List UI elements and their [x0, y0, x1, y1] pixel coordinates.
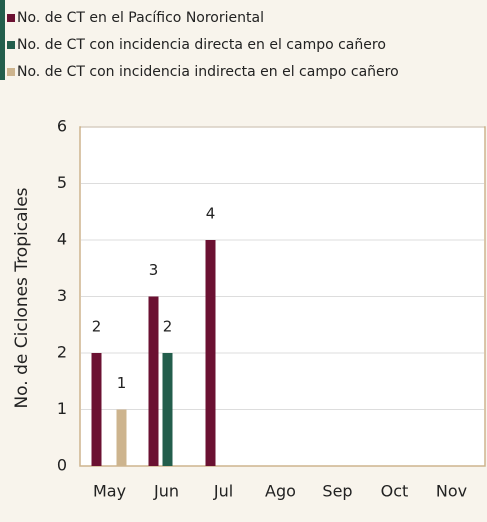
legend-swatch	[7, 68, 15, 76]
y-tick-label: 0	[57, 456, 67, 475]
y-tick-label: 3	[57, 286, 67, 305]
legend-label: No. de CT con incidencia directa en el c…	[17, 37, 386, 53]
bar	[162, 353, 173, 466]
legend-swatch	[7, 14, 15, 22]
legend-label: No. de CT con incidencia indirecta en el…	[17, 64, 399, 80]
y-tick-label: 1	[57, 399, 67, 418]
edge-strip	[0, 0, 5, 80]
x-tick-label: Oct	[381, 482, 409, 501]
data-label: 2	[163, 318, 173, 336]
x-tick-label: Ago	[265, 482, 296, 501]
x-tick-label: Nov	[436, 482, 467, 501]
y-tick-label: 5	[57, 173, 67, 192]
data-label: 4	[206, 205, 216, 223]
x-tick-label: Sep	[322, 482, 352, 501]
bar	[116, 409, 127, 466]
x-tick-label: May	[93, 482, 126, 501]
y-tick-label: 6	[57, 117, 67, 136]
legend-label: No. de CT en el Pacífico Nororiental	[17, 10, 264, 26]
y-tick-label: 4	[57, 230, 67, 249]
bar	[148, 296, 159, 466]
y-axis-title: No. de Ciclones Tropicales	[12, 187, 32, 408]
data-label: 3	[149, 261, 159, 279]
y-tick-label: 2	[57, 343, 67, 362]
x-tick-label: Jul	[213, 482, 233, 501]
x-tick-label: Jun	[153, 482, 179, 501]
bar	[205, 240, 216, 466]
legend-swatch	[7, 41, 15, 49]
bar	[91, 353, 102, 466]
data-label: 1	[117, 374, 127, 392]
data-label: 2	[92, 318, 102, 336]
